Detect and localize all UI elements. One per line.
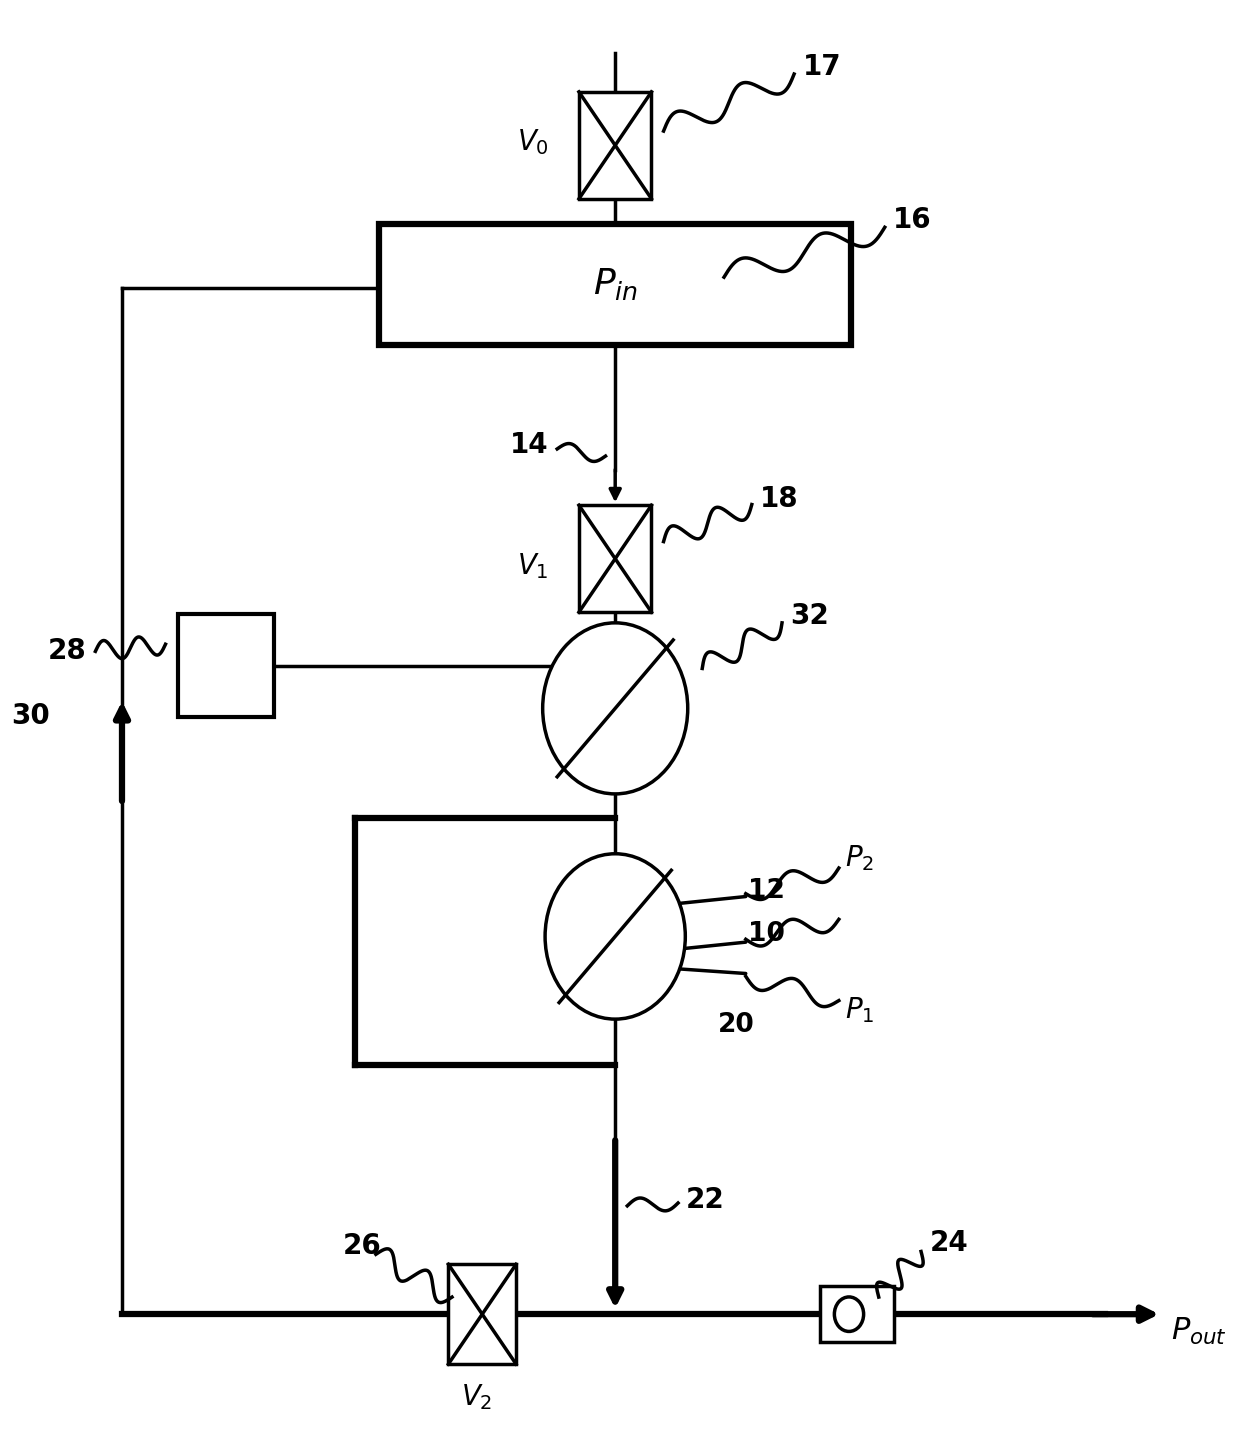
Polygon shape: [449, 1265, 516, 1364]
Text: 18: 18: [760, 485, 799, 512]
Text: 16: 16: [893, 206, 932, 235]
Text: $V_1$: $V_1$: [517, 551, 549, 581]
Text: 28: 28: [48, 637, 87, 665]
Circle shape: [546, 854, 686, 1019]
Text: 12: 12: [748, 877, 785, 904]
Text: 14: 14: [510, 431, 549, 459]
Text: 30: 30: [11, 701, 50, 730]
Text: $P_{out}$: $P_{out}$: [1172, 1315, 1228, 1347]
Text: $P_1$: $P_1$: [844, 996, 874, 1026]
Polygon shape: [820, 1286, 894, 1342]
Text: 22: 22: [686, 1186, 724, 1213]
Text: 20: 20: [718, 1012, 755, 1037]
Text: $P_2$: $P_2$: [844, 843, 874, 873]
Text: $P_{in}$: $P_{in}$: [593, 266, 637, 302]
Polygon shape: [579, 92, 651, 199]
Text: 32: 32: [790, 601, 830, 630]
Text: 24: 24: [930, 1229, 968, 1256]
Text: 10: 10: [748, 920, 785, 946]
Text: 17: 17: [802, 53, 841, 82]
Text: $V_0$: $V_0$: [517, 127, 549, 157]
Text: 26: 26: [343, 1232, 382, 1259]
Polygon shape: [579, 505, 651, 612]
Circle shape: [543, 622, 688, 794]
Bar: [379, 223, 851, 345]
Text: $V_2$: $V_2$: [460, 1382, 492, 1412]
Bar: [177, 614, 274, 717]
